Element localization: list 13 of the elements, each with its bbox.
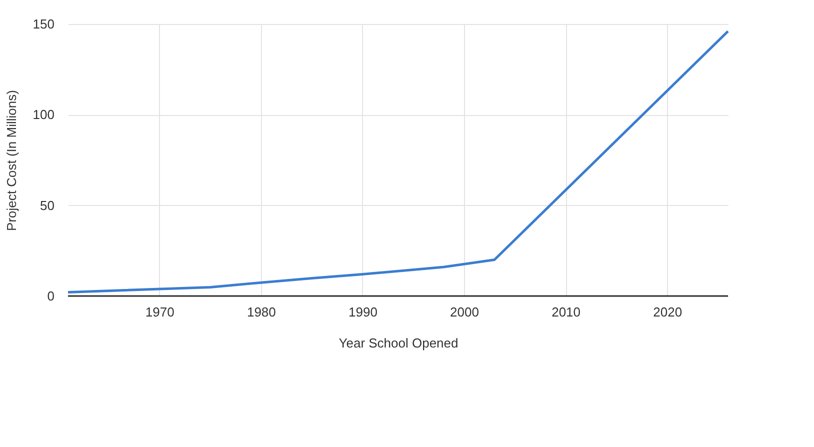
x-tick-label: 2000 (450, 304, 479, 320)
y-axis-title: Project Cost (In Millions) (4, 90, 19, 231)
y-tick-label: 150 (32, 16, 54, 32)
y-tick-label: 0 (47, 288, 54, 304)
x-tick-label: 2020 (653, 304, 682, 320)
y-tick-label: 100 (32, 107, 54, 122)
y-tick-label: 50 (40, 198, 54, 213)
x-axis-title: Year School Opened (338, 336, 458, 350)
x-tick-label: 1990 (348, 304, 378, 320)
x-tick-label: 2010 (552, 304, 580, 320)
x-tick-label: 1980 (246, 304, 276, 320)
x-tick-label: 1970 (145, 304, 174, 320)
line-series (66, 30, 730, 294)
